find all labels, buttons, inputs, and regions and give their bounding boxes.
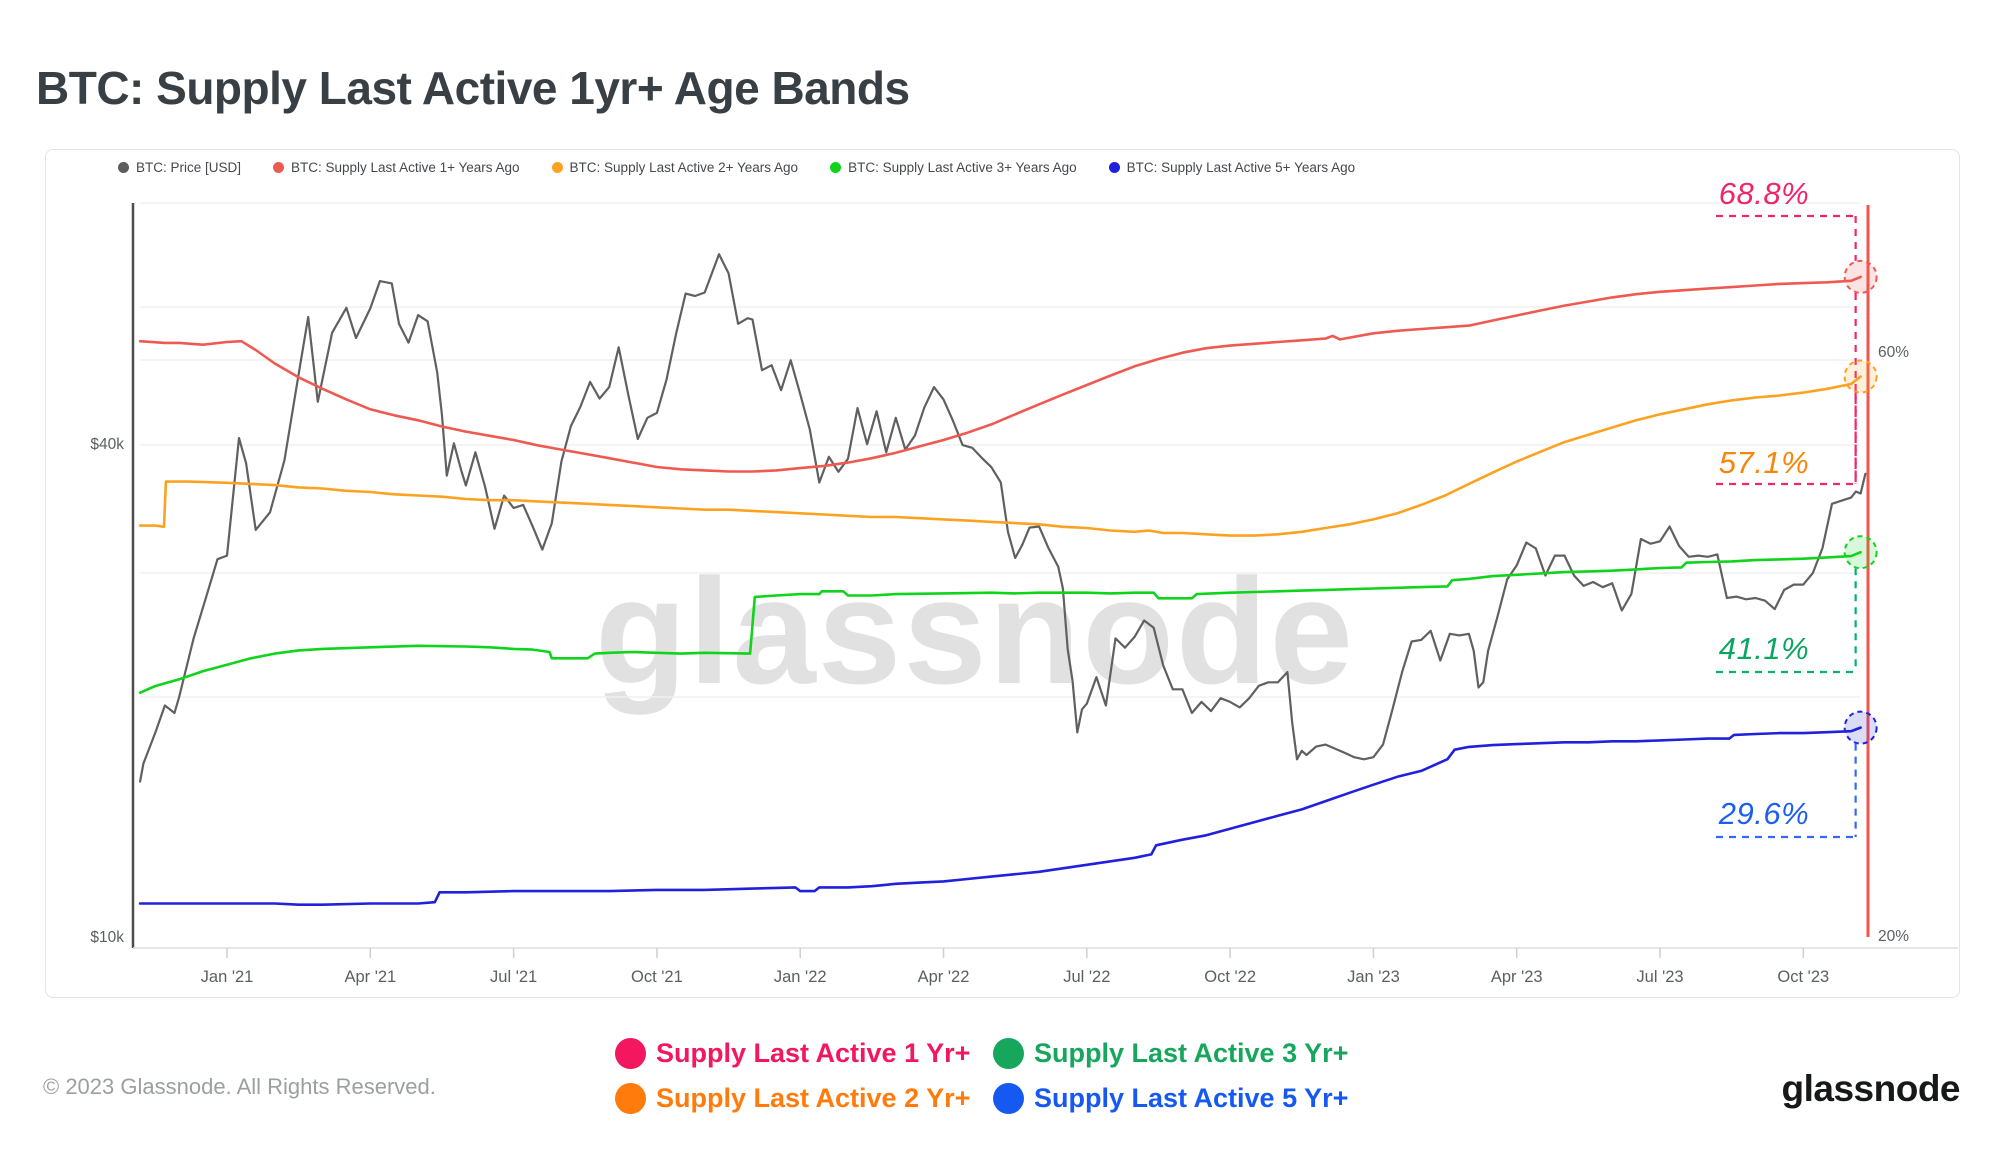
price-legend-dot-icon	[118, 162, 129, 173]
bottom-legend-item-3yr[interactable]: Supply Last Active 3 Yr+	[993, 1038, 1371, 1069]
supply-2y-legend-dot-icon	[551, 162, 563, 173]
x-tick-label: Apr '22	[918, 968, 970, 986]
bottom-legend: Supply Last Active 1 Yr+ Supply Last Act…	[615, 1038, 1371, 1114]
endpoint-marker-supply_2y[interactable]	[1843, 359, 1878, 394]
y-axis-label-20pct: 20%	[1878, 928, 1910, 945]
supply-5y-legend-dot-icon	[1108, 162, 1120, 173]
x-tick-label: Jul '22	[1063, 968, 1110, 986]
supply-1yr-dot-icon	[615, 1038, 646, 1069]
legend-label: BTC: Supply Last Active 3+ Years Ago	[848, 160, 1077, 175]
legend-item-price[interactable]: BTC: Price [USD]	[118, 160, 241, 175]
x-tick-label: Oct '22	[1204, 968, 1256, 986]
bottom-legend-label: Supply Last Active 5 Yr+	[1034, 1083, 1349, 1113]
y-axis-label-60pct: 60%	[1878, 344, 1910, 361]
annotation-3yr-value: 41.1%	[1718, 631, 1810, 666]
endpoint-marker-supply_5y[interactable]	[1843, 710, 1878, 745]
annotation-1yr-value: 68.8%	[1718, 176, 1810, 211]
supply-5yr-dot-icon	[993, 1083, 1024, 1114]
legend-label: BTC: Supply Last Active 1+ Years Ago	[291, 160, 520, 175]
x-tick-label: Oct '23	[1777, 968, 1829, 986]
bottom-legend-label: Supply Last Active 3 Yr+	[1034, 1038, 1349, 1068]
endpoint-marker-supply_3y[interactable]	[1843, 535, 1878, 570]
legend-label: BTC: Price [USD]	[136, 160, 242, 175]
legend-item-supply-1y[interactable]: BTC: Supply Last Active 1+ Years Ago	[273, 160, 520, 175]
series-supply_1y	[138, 275, 1862, 473]
x-tick-label: Jan '23	[1347, 968, 1400, 986]
y-axis-label-10k: $10k	[90, 929, 124, 946]
x-tick-label: Apr '23	[1491, 968, 1543, 986]
series-supply_3y	[138, 550, 1862, 694]
bottom-legend-label: Supply Last Active 1 Yr+	[656, 1038, 971, 1068]
glassnode-logo[interactable]: glassnode	[1781, 1068, 1961, 1109]
x-tick-label: Oct '21	[631, 968, 683, 986]
supply-3y-legend-dot-icon	[830, 162, 842, 173]
legend-item-supply-5y[interactable]: BTC: Supply Last Active 5+ Years Ago	[1108, 160, 1356, 175]
annotation-2yr-value: 57.1%	[1718, 445, 1810, 480]
endpoint-marker-supply_1y[interactable]	[1843, 259, 1878, 294]
x-tick-label: Apr '21	[344, 968, 396, 986]
legend-label: BTC: Supply Last Active 2+ Years Ago	[569, 160, 799, 175]
legend-item-supply-2y[interactable]: BTC: Supply Last Active 2+ Years Ago	[551, 160, 799, 175]
glassnode-watermark: glassnode	[595, 547, 1355, 715]
copyright-text: © 2023 Glassnode. All Rights Reserved.	[43, 1074, 436, 1099]
supply-2yr-dot-icon	[615, 1083, 646, 1114]
annotation-5yr-value: 29.6%	[1718, 796, 1810, 831]
top-legend: BTC: Price [USD] BTC: Supply Last Active…	[118, 160, 1355, 175]
x-tick-label: Jan '21	[201, 968, 254, 986]
bottom-legend-item-1yr[interactable]: Supply Last Active 1 Yr+	[615, 1038, 993, 1069]
legend-label: BTC: Supply Last Active 5+ Years Ago	[1126, 160, 1356, 175]
bottom-legend-item-2yr[interactable]: Supply Last Active 2 Yr+	[615, 1083, 993, 1114]
series-supply_2y	[138, 375, 1862, 537]
series-supply_5y	[138, 726, 1862, 906]
legend-item-supply-3y[interactable]: BTC: Supply Last Active 3+ Years Ago	[830, 160, 1077, 175]
x-tick-label: Jan '22	[774, 968, 827, 986]
x-tick-label: Jul '23	[1636, 968, 1683, 986]
bottom-legend-label: Supply Last Active 2 Yr+	[656, 1083, 971, 1113]
x-tick-label: Jul '21	[490, 968, 537, 986]
supply-3yr-dot-icon	[993, 1038, 1024, 1069]
page-title: BTC: Supply Last Active 1yr+ Age Bands	[36, 61, 910, 114]
bottom-legend-item-5yr[interactable]: Supply Last Active 5 Yr+	[993, 1083, 1371, 1114]
y-axis-label-40k: $40k	[90, 436, 124, 453]
series-price	[139, 253, 1867, 783]
supply-1y-legend-dot-icon	[273, 162, 285, 173]
